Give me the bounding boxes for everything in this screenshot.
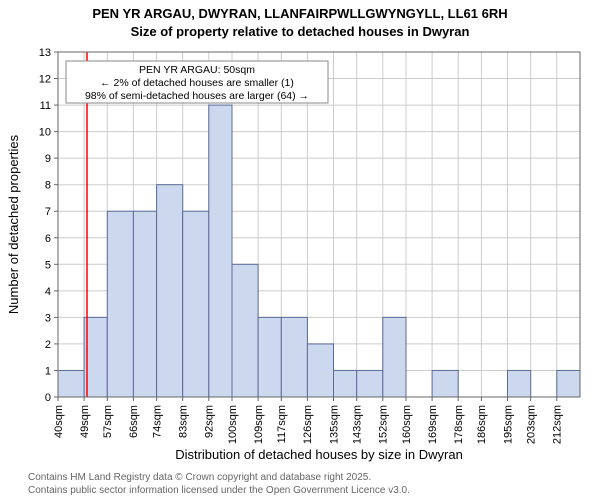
- footer-line-1: Contains HM Land Registry data © Crown c…: [28, 472, 371, 483]
- histogram-chart: 01234567891011121340sqm49sqm57sqm66sqm74…: [0, 0, 600, 500]
- svg-text:143sqm: 143sqm: [352, 405, 364, 444]
- histogram-bar: [307, 344, 333, 397]
- histogram-bar: [557, 370, 580, 397]
- svg-text:13: 13: [39, 47, 51, 59]
- y-axis-label: Number of detached properties: [6, 134, 21, 314]
- svg-text:3: 3: [45, 312, 51, 324]
- histogram-bar: [209, 105, 232, 397]
- svg-text:5: 5: [45, 259, 51, 271]
- svg-text:109sqm: 109sqm: [253, 405, 265, 444]
- svg-text:135sqm: 135sqm: [328, 405, 340, 444]
- svg-text:186sqm: 186sqm: [476, 405, 488, 444]
- chart-title-1: PEN YR ARGAU, DWYRAN, LLANFAIRPWLLGWYNGY…: [92, 6, 507, 21]
- svg-text:9: 9: [45, 153, 51, 165]
- footer-line-2: Contains public sector information licen…: [28, 485, 410, 496]
- histogram-bar: [232, 264, 258, 397]
- annotation-line-1: PEN YR ARGAU: 50sqm: [139, 64, 255, 76]
- svg-text:40sqm: 40sqm: [53, 405, 65, 438]
- svg-text:203sqm: 203sqm: [526, 405, 538, 444]
- svg-text:117sqm: 117sqm: [276, 405, 288, 443]
- svg-text:195sqm: 195sqm: [502, 405, 514, 444]
- histogram-bar: [107, 211, 133, 397]
- svg-text:83sqm: 83sqm: [178, 405, 190, 438]
- svg-text:57sqm: 57sqm: [102, 405, 114, 438]
- chart-container: 01234567891011121340sqm49sqm57sqm66sqm74…: [0, 0, 600, 500]
- svg-text:160sqm: 160sqm: [401, 405, 413, 444]
- svg-text:1: 1: [45, 365, 51, 377]
- svg-text:49sqm: 49sqm: [79, 405, 91, 438]
- svg-text:126sqm: 126sqm: [302, 405, 314, 444]
- svg-text:74sqm: 74sqm: [151, 405, 163, 438]
- svg-text:2: 2: [45, 339, 51, 351]
- svg-text:7: 7: [45, 206, 51, 218]
- svg-text:169sqm: 169sqm: [427, 405, 439, 444]
- svg-text:212sqm: 212sqm: [552, 405, 564, 444]
- svg-text:8: 8: [45, 180, 51, 192]
- histogram-bar: [357, 370, 383, 397]
- histogram-bar: [281, 317, 307, 397]
- svg-text:100sqm: 100sqm: [227, 405, 239, 444]
- svg-text:92sqm: 92sqm: [204, 405, 216, 438]
- svg-text:178sqm: 178sqm: [453, 405, 465, 444]
- histogram-bar: [133, 211, 156, 397]
- svg-text:0: 0: [45, 392, 51, 404]
- svg-text:152sqm: 152sqm: [378, 405, 390, 444]
- histogram-bar: [334, 370, 357, 397]
- svg-text:11: 11: [40, 100, 51, 112]
- annotation-line-3: 98% of semi-detached houses are larger (…: [85, 90, 309, 102]
- histogram-bar: [157, 185, 183, 397]
- svg-text:12: 12: [39, 74, 51, 86]
- chart-title-2: Size of property relative to detached ho…: [131, 24, 470, 39]
- svg-text:4: 4: [45, 286, 51, 298]
- histogram-bar: [432, 370, 458, 397]
- svg-text:10: 10: [39, 127, 51, 139]
- histogram-bar: [183, 211, 209, 397]
- x-axis-label: Distribution of detached houses by size …: [175, 447, 463, 462]
- histogram-bar: [58, 370, 84, 397]
- histogram-bar: [258, 317, 281, 397]
- histogram-bar: [508, 370, 531, 397]
- svg-text:66sqm: 66sqm: [128, 405, 140, 438]
- svg-text:6: 6: [45, 233, 51, 245]
- histogram-bar: [383, 317, 406, 397]
- annotation-line-2: ← 2% of detached houses are smaller (1): [100, 77, 294, 89]
